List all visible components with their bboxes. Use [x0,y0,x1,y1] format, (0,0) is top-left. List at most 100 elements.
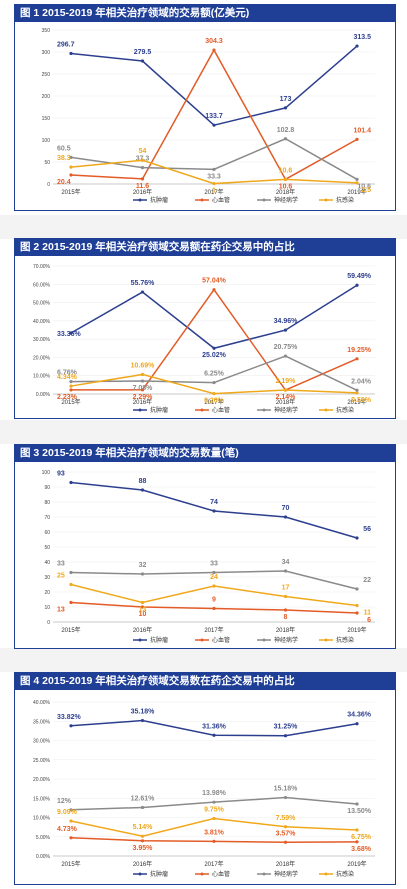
x-tick-label: 2016年 [133,398,152,406]
data-point [355,840,359,844]
data-point [69,388,73,392]
chart-title: 图 3 2015-2019 年相关治疗领域的交易数量(笔) [14,444,396,462]
legend-marker [324,872,328,876]
y-tick-label: 40.00% [33,700,51,706]
x-tick-label: 2017年 [204,398,223,406]
chart-body: 0.00% 10.00% 20.00% 30.00% 40.00% 50.00% 60.00… [14,256,396,419]
data-point [212,584,216,588]
data-label: 33.82% [57,714,82,721]
data-label: 31.36% [202,723,227,730]
legend-label: 神经病学 [274,196,298,204]
legend-label: 抗感染 [336,870,354,878]
x-tick-label: 2017年 [204,188,223,196]
data-point [140,718,145,723]
data-point [69,155,73,159]
legend-marker [200,872,204,876]
data-label: 2.5 [361,187,371,194]
legend-marker [138,198,142,202]
data-point [69,51,73,56]
data-label: 15.18% [274,786,299,793]
data-point [212,733,216,737]
legend-label: 神经病学 [274,406,298,414]
data-point [69,380,73,384]
legend-label: 心血管 [212,196,230,204]
legend-marker [200,638,204,642]
x-tick-label: 2016年 [133,860,152,868]
data-label: 93 [57,471,65,478]
data-label: 60.5 [57,145,71,152]
data-point [140,59,145,63]
legend-label: 抗肿瘤 [150,406,168,414]
data-point [140,165,145,170]
data-label: 10.69% [131,362,156,369]
data-point [212,48,216,52]
data-point [69,724,73,728]
data-point [283,734,288,738]
data-label: 55.76% [131,280,156,287]
y-tick-label: 50.00% [33,301,51,307]
chart-body: 0 10 20 30 40 50 60 70 80 90 100 2015年 2016年 2017年 201… [14,462,396,649]
y-tick-label: 30 [44,575,50,581]
data-point [283,354,288,358]
data-point [212,380,216,385]
y-tick-label: 250 [42,72,51,78]
data-point [355,391,359,395]
data-point [212,392,216,396]
data-point [140,372,145,377]
legend-marker [262,872,266,876]
legend-label: 抗肿瘤 [150,196,168,204]
data-label: 25 [57,573,65,580]
y-tick-label: 70 [44,515,50,521]
legend-marker [200,408,204,412]
line-chart-transaction-value: 0 50 100 150 200 250 300 350 2015年 2016年 2017年 2018… [42,28,375,204]
data-label: 2.04% [351,378,372,385]
series-line-1 [70,284,358,350]
data-label: 13 [139,607,147,614]
data-label: 7.59% [276,815,297,822]
data-label: 173 [280,96,292,103]
data-label: 22 [363,577,371,584]
data-label: 24 [210,574,218,581]
chart-title: 图 4 2015-2019 年相关治疗领域交易数在药企交易中的占比 [14,672,396,690]
data-point [283,569,288,573]
x-tick-label: 2018年 [276,188,295,196]
data-label: 133.7 [205,113,223,120]
data-point [140,834,145,838]
y-tick-label: 70.00% [33,264,51,270]
data-label: 34 [282,559,290,566]
legend-label: 心血管 [212,636,230,644]
legend-marker [324,638,328,642]
data-label: 35.18% [131,709,156,716]
data-label: 313.5 [353,34,371,41]
data-point [212,509,216,513]
data-label: 2.29% [133,394,154,401]
legend-label: 抗感染 [336,636,354,644]
data-point [140,839,145,843]
data-point [355,177,359,181]
y-tick-label: 25.00% [33,758,51,764]
data-label: 2.14% [276,394,297,401]
data-label: 3.95% [133,845,154,852]
x-tick-label: 2019年 [347,398,366,406]
data-point [355,181,359,185]
data-label: 101.4 [353,127,371,134]
data-label: 12.61% [131,795,156,802]
chart-body: 0.00% 5.00% 10.00% 15.00% 20.00% 25.00% 30.00%… [14,690,396,885]
data-label: 8 [284,614,288,621]
data-label: 19.25% [347,347,372,354]
y-tick-label: 90 [44,485,50,491]
data-label: 102.8 [277,127,295,134]
data-point [140,388,145,392]
data-label: 9.75% [204,806,225,813]
legend-label: 抗感染 [336,406,354,414]
data-point [355,44,359,48]
y-tick-label: 20 [44,590,50,596]
data-point [212,167,216,171]
data-point [283,137,288,141]
data-point [283,825,288,829]
data-point [355,828,359,832]
data-label: 70 [282,505,290,512]
data-point [283,388,288,392]
data-point [212,606,216,611]
data-label: 2.19% [276,378,297,385]
